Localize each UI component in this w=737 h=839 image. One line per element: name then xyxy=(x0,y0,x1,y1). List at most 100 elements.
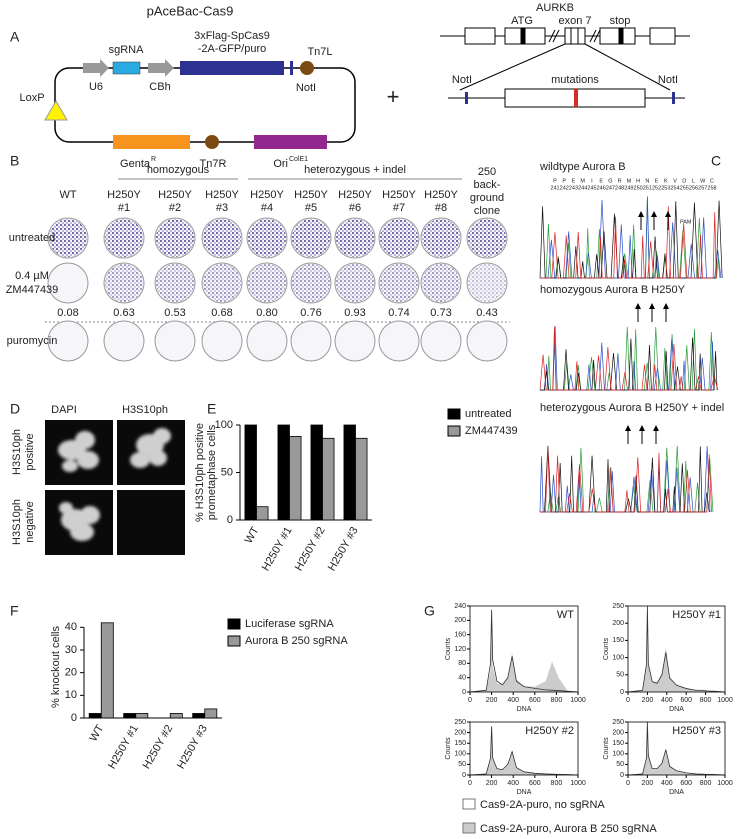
plate xyxy=(420,320,462,362)
y-tick-label: 200 xyxy=(454,617,466,624)
panel-label: A xyxy=(10,29,20,45)
colonies xyxy=(468,264,506,302)
residue: D xyxy=(682,178,686,184)
bar xyxy=(289,435,302,521)
residue-number: 244 xyxy=(578,185,587,191)
y-tick-label: 10 xyxy=(65,689,77,701)
plate xyxy=(334,320,376,362)
y-tick-label: 40 xyxy=(65,621,77,633)
row-label: puromycin xyxy=(7,335,58,347)
plate xyxy=(47,320,89,362)
y-axis-label: % knockout cells xyxy=(50,626,62,708)
residue-number: 252 xyxy=(652,185,661,191)
residue-number: 249 xyxy=(624,185,633,191)
bar xyxy=(204,708,218,719)
x-tick-label: 0 xyxy=(626,780,630,787)
residue: V xyxy=(673,178,677,184)
x-tick-label: 1000 xyxy=(717,697,733,704)
row-label: H3S10ph xyxy=(11,429,23,475)
bar xyxy=(256,506,269,521)
x-tick-label: 600 xyxy=(529,697,541,704)
sequencing-traces xyxy=(539,195,723,513)
colonies xyxy=(422,264,460,302)
plate xyxy=(378,320,420,362)
trace xyxy=(540,326,715,391)
residue: L xyxy=(692,178,695,184)
x-tick-label: H250Y #2 xyxy=(293,525,328,573)
column-label: #8 xyxy=(435,202,447,214)
cbh-label: CBh xyxy=(149,81,170,93)
trace xyxy=(539,326,719,391)
y-tick-label: 150 xyxy=(612,740,624,747)
bar xyxy=(277,424,290,521)
y-tick-label: 0 xyxy=(620,689,624,696)
residue-number: 253 xyxy=(661,185,670,191)
y-axis-label: Counts xyxy=(603,737,610,760)
x-axis-label: DNA xyxy=(669,789,684,796)
trace xyxy=(540,206,717,279)
ratio: 0.53 xyxy=(164,307,185,319)
residue: P xyxy=(553,178,557,184)
ratio: 0.76 xyxy=(300,307,321,319)
x-tick-label: 600 xyxy=(529,780,541,787)
residue-number: 245 xyxy=(587,185,596,191)
column-label: H250Y xyxy=(294,189,328,201)
legend-label: Cas9-2A-puro, Aurora B 250 sgRNA xyxy=(480,823,657,835)
column-label: WT xyxy=(59,189,76,201)
ratio: 0.63 xyxy=(113,307,134,319)
cas9-label: -2A-GFP/puro xyxy=(198,43,266,55)
y-tick-label: 40 xyxy=(458,675,466,682)
column-label: H250Y xyxy=(205,189,239,201)
colonies xyxy=(380,219,418,257)
ratio: 0.73 xyxy=(430,307,451,319)
plot-title: H250Y #2 xyxy=(525,725,574,737)
column-label: DAPI xyxy=(51,404,77,416)
exon-label: exon 7 xyxy=(558,15,591,27)
plot-frame xyxy=(627,605,726,693)
panel-label: B xyxy=(10,153,19,169)
residue-number: 247 xyxy=(606,185,615,191)
colonies xyxy=(422,219,460,257)
bar xyxy=(123,713,137,719)
area xyxy=(628,609,725,692)
noti-label: NotI xyxy=(296,82,316,94)
x-tick-label: WT xyxy=(87,723,106,744)
bar xyxy=(169,713,183,719)
residue: E xyxy=(655,178,659,184)
x-tick-label: 600 xyxy=(680,697,692,704)
line xyxy=(469,609,579,693)
bar xyxy=(100,622,114,719)
x-tick-label: 1000 xyxy=(570,780,586,787)
x-tick-label: 1000 xyxy=(570,697,586,704)
column-label: H250Y xyxy=(338,189,372,201)
y-tick-label: 0 xyxy=(71,712,77,724)
x-tick-label: WT xyxy=(243,525,262,546)
column-label: #1 xyxy=(118,202,130,214)
residue: R xyxy=(618,178,622,184)
legend-label: ZM447439 xyxy=(465,425,518,437)
colonies xyxy=(380,264,418,302)
u6-label: U6 xyxy=(89,81,103,93)
residue: K xyxy=(664,178,668,184)
plate xyxy=(103,320,145,362)
panel-label: D xyxy=(10,401,20,417)
x-axis-label: DNA xyxy=(517,789,532,796)
x-tick-label: H250Y #3 xyxy=(175,723,210,771)
column-label: H250Y xyxy=(382,189,416,201)
x-tick-label: 0 xyxy=(626,697,630,704)
trace-title: homozygous Aurora B H250Y xyxy=(540,284,686,296)
column-label: back- xyxy=(474,179,501,191)
sgrna-label: sgRNA xyxy=(109,44,145,56)
ratio: 0.80 xyxy=(256,307,277,319)
legend-label: Cas9-2A-puro, no sgRNA xyxy=(480,799,605,811)
y-tick-label: 0 xyxy=(462,772,466,779)
colonies xyxy=(248,264,286,302)
ori-sup: ColE1 xyxy=(289,156,308,163)
x-tick-label: 800 xyxy=(551,697,563,704)
residue-number: 242 xyxy=(560,185,569,191)
line xyxy=(627,605,726,693)
residue: E xyxy=(572,178,576,184)
gene-name: AURKB xyxy=(536,2,574,14)
y-tick-label: 80 xyxy=(458,660,466,667)
